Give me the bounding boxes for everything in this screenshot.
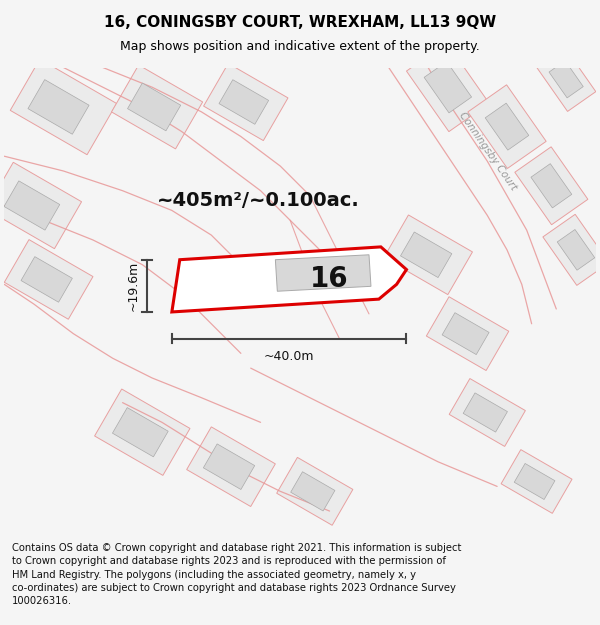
Text: ~405m²/~0.100ac.: ~405m²/~0.100ac. <box>157 191 360 210</box>
Polygon shape <box>219 80 269 124</box>
Polygon shape <box>187 427 275 506</box>
Polygon shape <box>4 239 93 319</box>
Polygon shape <box>485 103 529 150</box>
Polygon shape <box>112 408 168 457</box>
Text: 16, CONINGSBY COURT, WREXHAM, LL13 9QW: 16, CONINGSBY COURT, WREXHAM, LL13 9QW <box>104 15 496 30</box>
Text: Contains OS data © Crown copyright and database right 2021. This information is : Contains OS data © Crown copyright and d… <box>12 543 461 606</box>
Polygon shape <box>400 232 452 278</box>
Polygon shape <box>275 255 371 291</box>
Polygon shape <box>277 458 353 525</box>
Polygon shape <box>514 464 555 499</box>
Polygon shape <box>203 63 288 141</box>
Polygon shape <box>531 164 572 208</box>
Polygon shape <box>203 444 255 489</box>
Polygon shape <box>4 181 60 230</box>
Polygon shape <box>21 257 73 302</box>
Polygon shape <box>172 247 406 312</box>
Polygon shape <box>536 48 596 111</box>
Polygon shape <box>384 215 472 294</box>
Polygon shape <box>468 85 546 169</box>
Polygon shape <box>427 297 509 371</box>
Polygon shape <box>95 389 190 476</box>
Text: 16: 16 <box>310 266 349 293</box>
Polygon shape <box>0 162 82 249</box>
Polygon shape <box>557 229 595 270</box>
Polygon shape <box>10 59 116 155</box>
Polygon shape <box>28 79 89 134</box>
Polygon shape <box>424 61 472 113</box>
Text: Map shows position and indicative extent of the property.: Map shows position and indicative extent… <box>120 39 480 52</box>
Polygon shape <box>406 42 489 132</box>
Text: Conningsby Court: Conningsby Court <box>457 111 518 192</box>
Polygon shape <box>549 61 583 98</box>
Polygon shape <box>501 449 572 513</box>
Polygon shape <box>543 214 600 286</box>
Polygon shape <box>463 393 508 432</box>
Polygon shape <box>515 147 588 225</box>
Text: ~40.0m: ~40.0m <box>264 351 314 363</box>
Text: ~19.6m: ~19.6m <box>127 261 139 311</box>
Polygon shape <box>442 312 489 354</box>
Polygon shape <box>112 65 203 149</box>
Polygon shape <box>290 472 335 511</box>
Polygon shape <box>449 379 526 446</box>
Polygon shape <box>128 83 181 131</box>
